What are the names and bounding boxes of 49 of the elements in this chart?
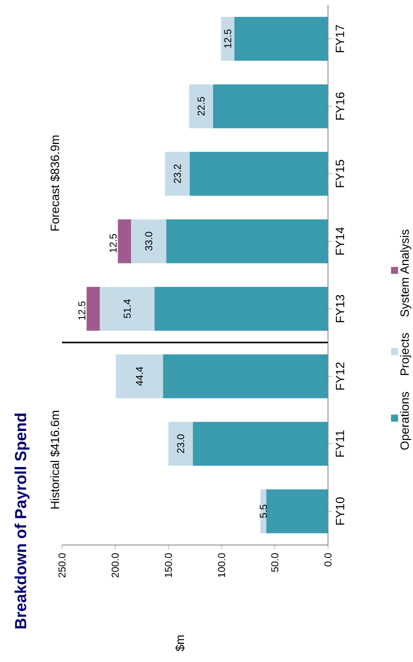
bar xyxy=(168,422,193,466)
y-tick-label: FY11 xyxy=(336,430,344,457)
x-tick-label: 100.0 xyxy=(218,553,226,578)
y-tick-label: FY12 xyxy=(336,362,344,390)
data-label: 44.4 xyxy=(136,366,143,386)
y-tick-label: FY17 xyxy=(336,25,344,52)
data-label: 5.5 xyxy=(260,504,267,518)
legend-label: Projects xyxy=(400,333,412,376)
data-label: 12.5 xyxy=(110,234,117,252)
text: $m xyxy=(175,635,185,652)
text: Breakdown of Payroll Spend xyxy=(14,414,30,628)
x-tick-label: 0.0 xyxy=(324,553,332,566)
bar xyxy=(163,354,328,398)
bar xyxy=(266,489,328,534)
bar xyxy=(100,286,155,331)
bar xyxy=(86,286,100,331)
legend-label: System Analysis xyxy=(400,230,412,317)
bar xyxy=(131,219,166,264)
y-tick-label: FY10 xyxy=(336,497,344,525)
bar xyxy=(213,84,328,128)
bar xyxy=(190,152,328,196)
text: Forecast $836.9m xyxy=(50,136,60,230)
bar xyxy=(166,219,328,264)
data-label: 22.5 xyxy=(198,96,205,116)
bar xyxy=(189,84,214,128)
data-label: 33.0 xyxy=(145,232,152,251)
bar xyxy=(154,286,328,331)
bar xyxy=(260,489,266,534)
legend-label: Operations xyxy=(400,392,412,450)
bar xyxy=(221,16,234,61)
x-tick-label: 50.0 xyxy=(271,553,278,572)
y-tick-label: FY13 xyxy=(336,294,344,322)
bar xyxy=(116,354,164,398)
data-label: 51.4 xyxy=(124,299,131,318)
bar xyxy=(234,16,328,61)
data-label: 23.0 xyxy=(177,434,184,453)
text: Historical $416.6m xyxy=(50,410,60,508)
x-tick-label: 200.0 xyxy=(112,553,119,578)
bar xyxy=(164,152,190,196)
y-tick-label: FY15 xyxy=(336,160,344,188)
bar xyxy=(192,422,328,466)
data-label: 12.5 xyxy=(224,29,232,48)
x-tick-label: 250.0 xyxy=(58,553,66,578)
x-tick-label: 150.0 xyxy=(164,553,172,578)
bar xyxy=(118,219,132,264)
y-tick-label: FY16 xyxy=(336,92,344,120)
y-tick-label: FY14 xyxy=(336,227,344,255)
data-label: 12.5 xyxy=(78,301,86,320)
data-label: 23.2 xyxy=(174,164,181,183)
